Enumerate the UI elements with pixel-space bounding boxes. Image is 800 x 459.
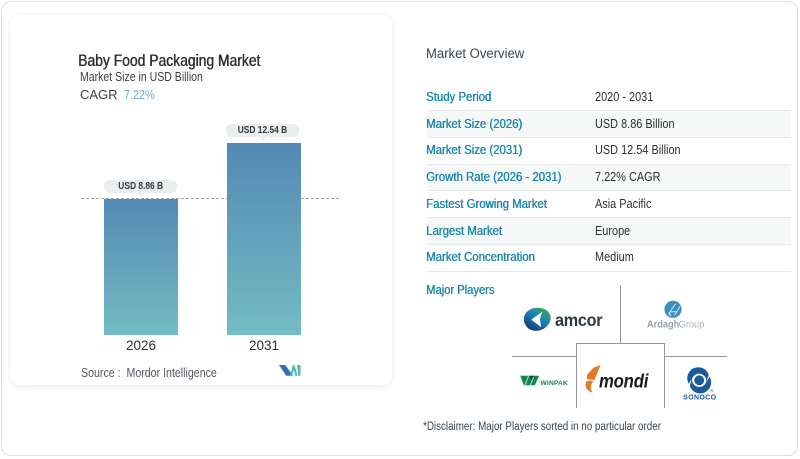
svg-text:SONOCO: SONOCO — [683, 392, 716, 401]
svg-text:Ardagh: Ardagh — [647, 319, 679, 330]
svg-text:Group: Group — [679, 319, 705, 330]
svg-text:amcor: amcor — [555, 310, 603, 330]
svg-text:®: ® — [710, 387, 714, 393]
svg-text:mondi: mondi — [599, 371, 649, 392]
svg-text:WINPAK: WINPAK — [541, 380, 568, 387]
